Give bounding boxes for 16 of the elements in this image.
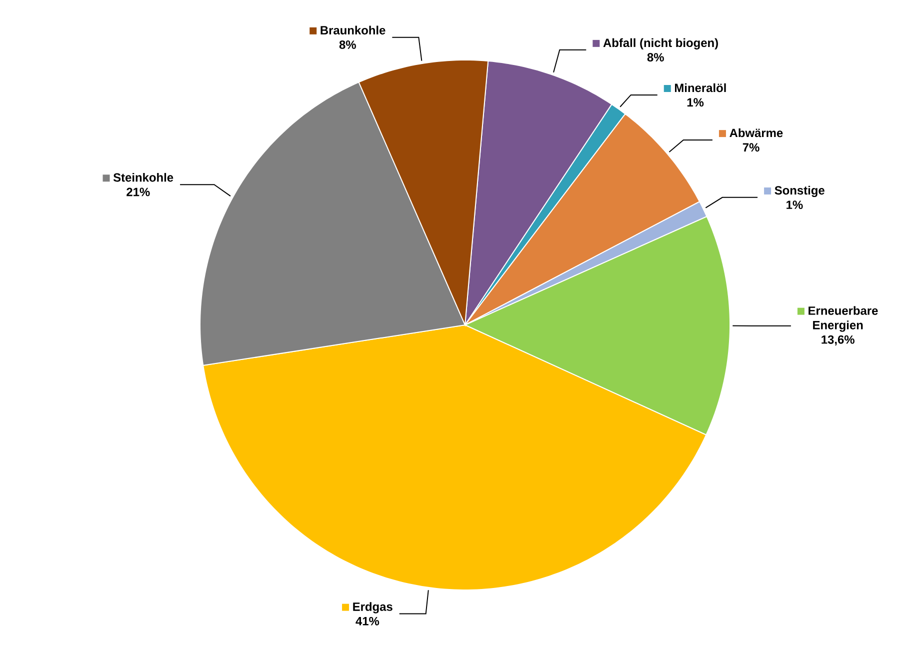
data-label: 1%: [786, 200, 803, 210]
data-label: 1%: [687, 98, 704, 107]
legend-label: Sonstige: [774, 186, 824, 198]
legend-label: Erdgas: [353, 602, 392, 614]
legend-label: Steinkohle: [113, 172, 174, 182]
legend-label: Abwärme: [730, 128, 783, 138]
data-label: 21%: [126, 188, 150, 196]
data-label: 41%: [356, 616, 380, 626]
data-label: 7%: [742, 143, 760, 152]
legend-label: Erneuerbare Energien: [808, 306, 878, 332]
legend-label: Mineralöl: [674, 83, 726, 92]
data-label: 13,6%: [822, 335, 854, 346]
data-label: 8%: [647, 53, 664, 62]
legend-label: Braunkohle: [320, 26, 386, 34]
data-label: 8%: [339, 40, 356, 49]
legend-label: Abfall (nicht biogen): [603, 38, 718, 50]
